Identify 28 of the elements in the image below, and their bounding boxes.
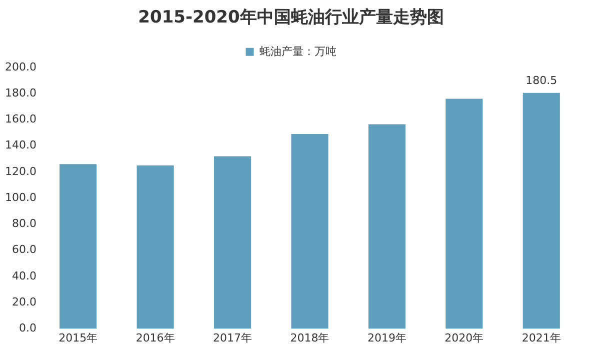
y-tick-label: 100.0 [4,190,36,204]
y-tick-label: 40.0 [12,269,36,282]
x-tick-label: 2015年 [58,331,98,344]
y-tick-label: 200.0 [4,60,36,74]
chart-title: 2015-2020年中国蚝油行业产量走势图 [138,8,444,28]
y-tick-label: 160.0 [4,112,36,126]
bar [291,134,328,329]
y-tick-label: 180.0 [4,86,36,100]
y-tick-label: 20.0 [12,296,36,309]
x-tick-label: 2019年 [367,331,406,344]
bar [446,98,483,329]
y-tick-label: 140.0 [4,138,36,152]
bar [136,165,174,329]
x-tick-label: 2016年 [136,331,175,344]
legend-label: 蚝油产量：万吨 [259,44,336,58]
y-tick-label: 0.0 [18,322,36,335]
y-tick-label: 60.0 [12,243,36,256]
bar [522,92,560,329]
x-tick-label: 2020年 [444,331,484,344]
x-tick-label: 2021年 [522,331,561,344]
y-tick-label: 80.0 [12,217,36,230]
bar [60,164,97,329]
x-tick-label: 2018年 [290,331,330,344]
bar [368,124,406,329]
bar [214,156,252,329]
y-tick-label: 120.0 [4,164,36,178]
data-label: 180.5 [526,74,558,88]
x-tick-label: 2017年 [213,331,252,344]
